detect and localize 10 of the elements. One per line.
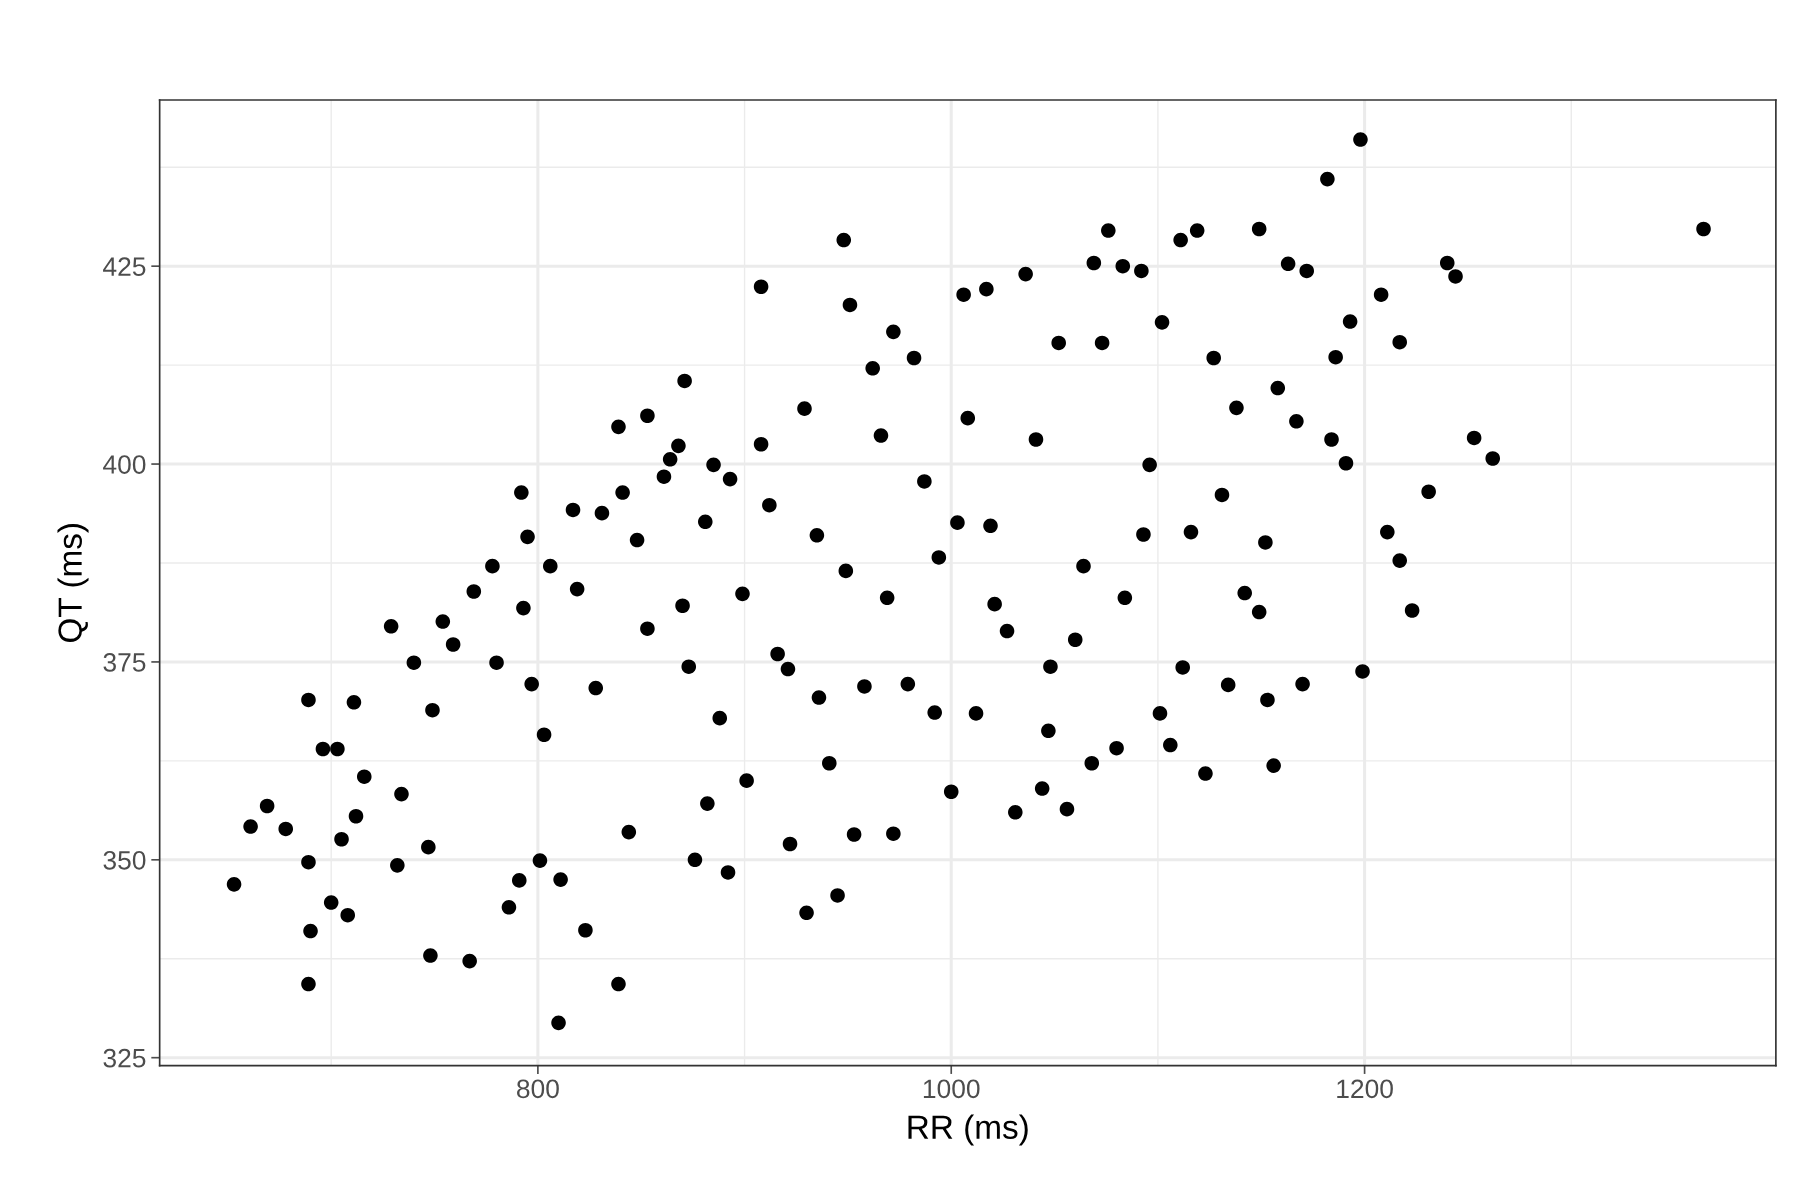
x-tick-label: 1200 <box>1337 1079 1393 1099</box>
y-tick-label: 400 <box>103 455 146 474</box>
y-tick-label: 350 <box>103 850 146 870</box>
y-axis-title: QT (ms) <box>57 524 89 642</box>
y-tick-label: 425 <box>103 257 146 276</box>
y-tick-label: 375 <box>103 653 146 672</box>
x-axis-title: RR (ms) <box>908 1114 1028 1146</box>
x-tick-label: 800 <box>517 1079 559 1099</box>
y-tick-label: 325 <box>103 1048 146 1068</box>
x-tick-label: 1000 <box>923 1079 980 1099</box>
